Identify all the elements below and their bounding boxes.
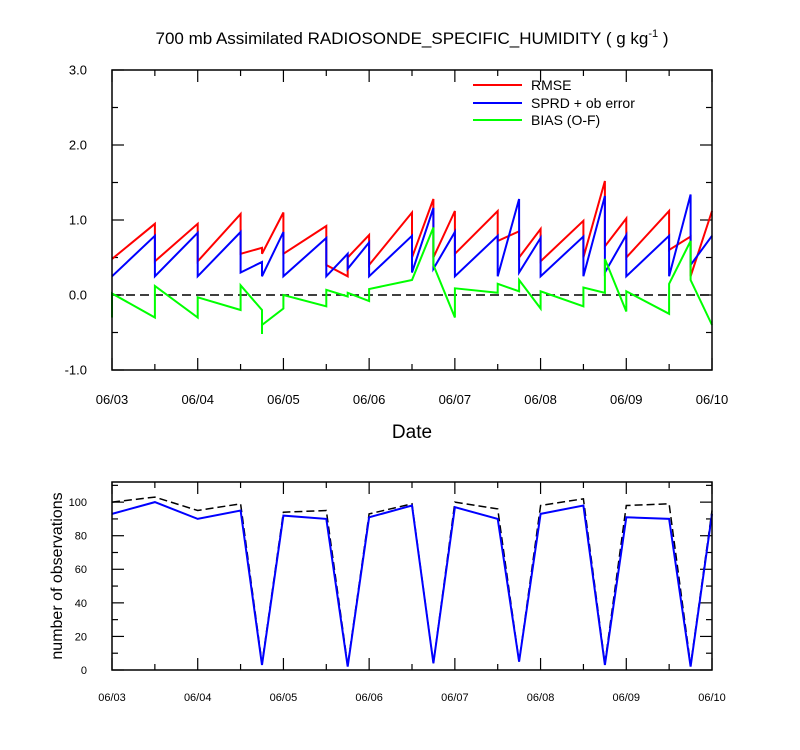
title-text: 700 mb Assimilated RADIOSONDE_SPECIFIC_H… (155, 29, 601, 48)
top-y-tick-labels: -1.0 0.0 1.0 2.0 3.0 (65, 63, 87, 378)
bottom-x-tick-label: 06/10 (698, 692, 726, 704)
legend: RMSE SPRD + ob error BIAS (O-F) (473, 77, 635, 128)
x-axis-label: Date (392, 422, 432, 443)
top-series-lines (111, 180, 713, 334)
top-y-tick-label: 2.0 (69, 138, 87, 153)
bottom-x-tick-label: 06/05 (270, 692, 298, 704)
top-x-tick-label: 06/04 (181, 392, 214, 407)
top-x-tick-label: 06/07 (439, 392, 472, 407)
top-x-tick-label: 06/05 (267, 392, 300, 407)
bottom-y-tick-label: 80 (75, 531, 87, 543)
legend-label-rmse: RMSE (531, 77, 571, 93)
bottom-y-tick-label: 20 (75, 631, 87, 643)
y-axis-label: number of observations (49, 492, 66, 659)
bottom-x-tick-label: 06/04 (184, 692, 212, 704)
top-x-tick-label: 06/03 (96, 392, 129, 407)
top-x-tick-labels: 06/03 06/04 06/05 06/06 06/07 06/08 06/09 06/10 (96, 392, 729, 407)
top-plot-frame (111, 69, 713, 371)
top-series-bias-o-f (111, 227, 713, 334)
bottom-x-tick-label: 06/03 (98, 692, 126, 704)
top-x-tick-label: 06/10 (696, 392, 729, 407)
top-chart: 06/03 06/04 06/05 06/06 06/07 06/08 06/09 06/10… (65, 63, 729, 443)
legend-label-bias: BIAS (O-F) (531, 112, 600, 128)
bottom-series-dashed-0 (111, 496, 713, 666)
bottom-y-tick-label: 40 (75, 598, 87, 610)
top-chart-title: 700 mb Assimilated RADIOSONDE_SPECIFIC_H… (155, 28, 668, 48)
bottom-series-solid-1 (111, 501, 713, 667)
title-units-close: ) (658, 29, 668, 48)
bottom-chart: 06/03 06/04 06/05 06/06 06/07 06/08 06/09 06/10… (49, 481, 726, 704)
bottom-y-tick-label: 0 (81, 665, 87, 677)
top-y-tick-label: 1.0 (69, 213, 87, 228)
bottom-plot-frame (111, 481, 713, 671)
bottom-x-tick-label: 06/08 (527, 692, 555, 704)
bottom-y-tick-label: 100 (69, 497, 87, 509)
bottom-x-tick-label: 06/09 (613, 692, 641, 704)
title-units-exponent: -1 (648, 28, 658, 40)
bottom-x-tick-label: 06/07 (441, 692, 469, 704)
title-units: ( g kg (606, 29, 649, 48)
bottom-x-tick-label: 06/06 (355, 692, 383, 704)
top-y-tick-label: 0.0 (69, 288, 87, 303)
top-x-tick-label: 06/08 (524, 392, 557, 407)
bottom-series-lines (111, 496, 713, 667)
top-y-tick-label: 3.0 (69, 63, 87, 78)
top-x-tick-label: 06/09 (610, 392, 643, 407)
top-x-tick-label: 06/06 (353, 392, 386, 407)
bottom-y-tick-labels: 0 20 40 60 80 100 (69, 497, 87, 677)
top-y-tick-label: -1.0 (65, 363, 87, 378)
legend-label-sprd: SPRD + ob error (531, 95, 635, 111)
top-series-sprd-ob-error (111, 194, 713, 279)
bottom-x-tick-labels: 06/03 06/04 06/05 06/06 06/07 06/08 06/09 06/10 (98, 692, 726, 704)
bottom-y-tick-label: 60 (75, 564, 87, 576)
